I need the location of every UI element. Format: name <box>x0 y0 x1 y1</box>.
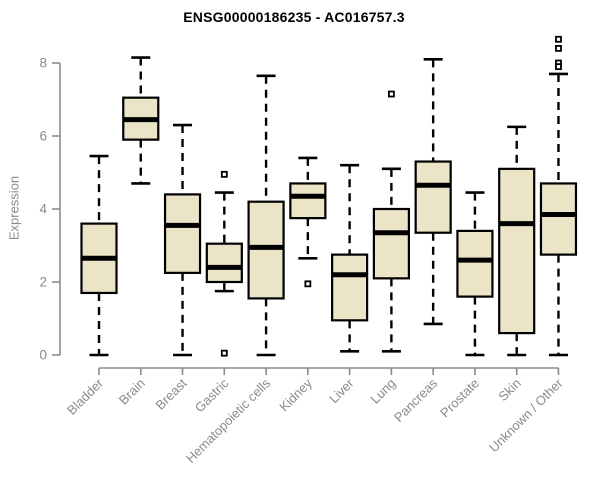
outlier-unknown-other <box>555 63 562 71</box>
box-lung <box>372 207 410 280</box>
x-category-label: Bladder <box>64 375 107 418</box>
x-category-label: Pancreas <box>391 375 441 425</box>
outlier-unknown-other <box>555 35 562 43</box>
x-category-label: Prostate <box>437 376 482 421</box>
box-skin <box>498 167 536 335</box>
chart-title: ENSG00000186235 - AC016757.3 <box>183 9 405 25</box>
box-breast <box>163 193 202 274</box>
x-category-label: Unknown / Other <box>486 375 566 455</box>
x-category-label: Lung <box>367 376 398 407</box>
x-category-label: Kidney <box>276 375 315 414</box>
outlier-unknown-other <box>555 45 562 52</box>
box-kidney <box>289 182 327 220</box>
box-gastric <box>205 242 243 284</box>
outlier-gastric <box>220 349 228 357</box>
x-category-label: Liver <box>326 375 357 406</box>
outlier-gastric <box>220 170 228 178</box>
outlier-kidney <box>304 280 312 288</box>
y-tick-label: 2 <box>39 275 47 290</box>
x-category-label: Gastric <box>192 375 232 415</box>
outlier-lung <box>387 90 395 98</box>
box-liver <box>331 253 369 322</box>
y-tick-label: 4 <box>39 202 47 217</box>
y-axis-title: Expression <box>6 175 22 241</box>
x-category-label: Brain <box>116 376 148 408</box>
x-category-label: Skin <box>495 376 523 404</box>
y-tick-label: 0 <box>39 348 47 363</box>
box-pancreas <box>414 160 452 234</box>
box-prostate <box>456 229 494 298</box>
y-tick-label: 6 <box>39 129 47 144</box>
x-category-label: Breast <box>152 375 189 412</box>
box-unknown-other <box>539 182 578 256</box>
y-tick-label: 8 <box>39 56 47 71</box>
box-hematopoietic-cells <box>247 200 285 300</box>
